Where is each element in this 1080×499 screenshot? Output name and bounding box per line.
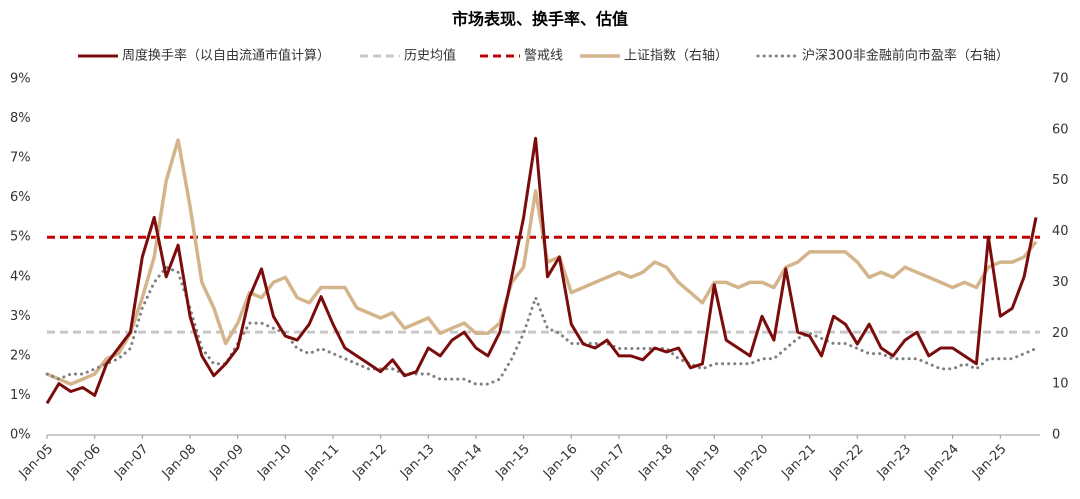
x-tick-label: Jan-21	[778, 442, 819, 483]
y-tick-label: 7%	[10, 151, 31, 166]
x-tick-label: Jan-16	[540, 442, 581, 483]
x-tick-label: Jan-10	[254, 442, 295, 483]
legend-label: 历史均值	[404, 48, 456, 64]
x-tick-label: Jan-12	[349, 442, 390, 483]
series-line	[45, 136, 1038, 405]
x-tick-label: Jan-11	[302, 442, 343, 483]
y-tick-label: 6%	[10, 190, 31, 205]
x-tick-label: Jan-18	[635, 442, 676, 483]
x-tick-label: Jan-17	[588, 442, 629, 483]
legend-label: 周度换手率（以自由流通市值计算）	[122, 48, 330, 64]
y2-tick-label: 0	[1052, 428, 1060, 443]
y-tick-label: 4%	[10, 269, 31, 284]
y2-tick-label: 40	[1052, 224, 1069, 239]
y-tick-label: 1%	[10, 388, 31, 403]
series-line	[45, 265, 1038, 386]
x-tick-label: Jan-08	[159, 442, 200, 483]
y2-tick-label: 10	[1052, 377, 1069, 392]
x-tick-label: Jan-13	[397, 442, 438, 483]
x-tick-label: Jan-20	[731, 442, 772, 483]
y2-tick-label: 20	[1052, 326, 1069, 341]
series-line	[46, 138, 1038, 386]
legend-label: 上证指数（右轴）	[624, 49, 728, 64]
x-tick-label: Jan-24	[921, 442, 962, 483]
y-tick-label: 0%	[10, 428, 31, 443]
x-tick-label: Jan-14	[445, 442, 486, 483]
y-tick-label: 2%	[10, 348, 31, 363]
y-tick-label: 5%	[10, 230, 31, 245]
legend-label: 沪深300非金融前向市盈率（右轴）	[802, 48, 1009, 64]
y2-tick-label: 30	[1052, 275, 1069, 290]
y2-tick-label: 70	[1052, 72, 1069, 87]
legend-label: 警戒线	[524, 48, 563, 64]
x-tick-label: Jan-06	[63, 442, 104, 483]
x-tick-label: Jan-19	[683, 442, 724, 483]
x-tick-label: Jan-07	[111, 442, 152, 483]
y-tick-label: 3%	[10, 309, 31, 324]
y-tick-label: 9%	[10, 72, 31, 87]
x-tick-label: Jan-15	[492, 442, 533, 483]
x-tick-label: Jan-23	[874, 442, 915, 483]
y-tick-label: 8%	[10, 111, 31, 126]
x-tick-label: Jan-22	[826, 442, 867, 483]
x-tick-label: Jan-09	[206, 442, 247, 483]
x-tick-label: Jan-05	[16, 442, 57, 483]
y2-tick-label: 50	[1052, 173, 1069, 188]
x-tick-label: Jan-25	[969, 442, 1010, 483]
chart-title: 市场表现、换手率、估值	[452, 10, 628, 29]
y2-tick-label: 60	[1052, 122, 1069, 137]
